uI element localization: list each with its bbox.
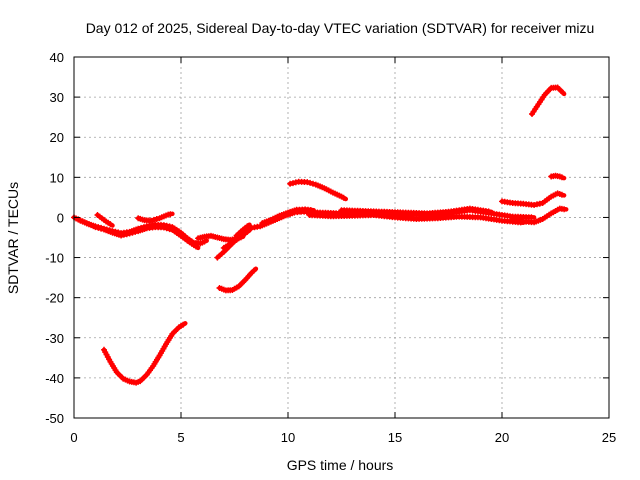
series-arc-flat-2 xyxy=(306,212,526,226)
series-arc-bridge-2 xyxy=(259,206,316,227)
series-arc-bump-1 xyxy=(94,212,115,228)
data-point xyxy=(244,228,251,235)
data-point xyxy=(166,226,173,233)
data-point xyxy=(307,179,314,186)
data-point xyxy=(193,243,199,250)
data-point xyxy=(129,229,136,236)
y-tick-label: 30 xyxy=(50,90,64,105)
y-tick-label: -20 xyxy=(45,291,64,306)
data-point xyxy=(561,206,568,213)
x-tick-label: 5 xyxy=(177,430,184,445)
data-point xyxy=(559,89,566,96)
series-arc-end-1 xyxy=(499,190,567,208)
x-tick-label: 0 xyxy=(70,430,77,445)
data-point xyxy=(244,223,251,230)
data-point xyxy=(310,180,316,187)
data-point xyxy=(150,216,157,223)
data-series xyxy=(71,84,569,386)
y-tick-label: 40 xyxy=(50,50,64,65)
data-point xyxy=(167,211,174,218)
data-point xyxy=(153,216,160,222)
series-arc-top xyxy=(529,84,567,117)
data-point xyxy=(95,224,102,231)
data-point xyxy=(92,224,99,231)
series-arc-low xyxy=(216,266,259,294)
axis-ticks: 0 5 10 15 20 25 -50 -40 -30 -20 -10 0 10 20 30 40 xyxy=(45,50,616,445)
series-arc-main-1b xyxy=(75,216,201,251)
data-point xyxy=(558,174,565,181)
series-arc-high-10 xyxy=(287,178,349,202)
data-point xyxy=(290,180,296,187)
data-point xyxy=(250,267,257,274)
y-tick-label: 20 xyxy=(50,130,64,145)
data-point xyxy=(98,225,105,232)
series-arc-end-3 xyxy=(548,172,567,181)
y-tick-label: 0 xyxy=(57,210,64,225)
y-tick-label: -10 xyxy=(45,251,64,266)
data-point xyxy=(107,221,114,228)
data-point xyxy=(558,191,565,198)
series-arc-flat-3 xyxy=(338,205,494,217)
y-tick-label: -40 xyxy=(45,371,64,386)
plot-frame xyxy=(73,56,610,419)
data-point xyxy=(126,230,133,237)
y-tick-label: -30 xyxy=(45,331,64,346)
x-tick-label: 25 xyxy=(602,430,616,445)
x-tick-label: 15 xyxy=(388,430,402,445)
series-arc-deep xyxy=(101,321,188,386)
data-point xyxy=(340,194,347,201)
y-tick-label: 10 xyxy=(50,170,64,185)
y-axis-label: SDTVAR / TECUs xyxy=(5,182,21,294)
data-point xyxy=(132,228,139,235)
chart-title: Day 012 of 2025, Sidereal Day-to-day VTE… xyxy=(86,20,595,36)
series-arc-bump-2 xyxy=(135,211,175,224)
x-tick-label: 10 xyxy=(281,430,295,445)
data-point xyxy=(148,217,154,224)
data-point xyxy=(304,179,311,186)
x-axis-label: GPS time / hours xyxy=(287,457,394,473)
series-arc-end-2 xyxy=(509,205,569,226)
data-point xyxy=(160,224,167,231)
data-point xyxy=(163,225,170,232)
data-point xyxy=(180,321,187,328)
series-arc-rise-2 xyxy=(220,228,252,251)
x-tick-label: 20 xyxy=(495,430,509,445)
y-tick-label: -50 xyxy=(45,411,64,426)
data-point xyxy=(485,208,492,215)
series-arc-rise-3 xyxy=(233,222,252,239)
